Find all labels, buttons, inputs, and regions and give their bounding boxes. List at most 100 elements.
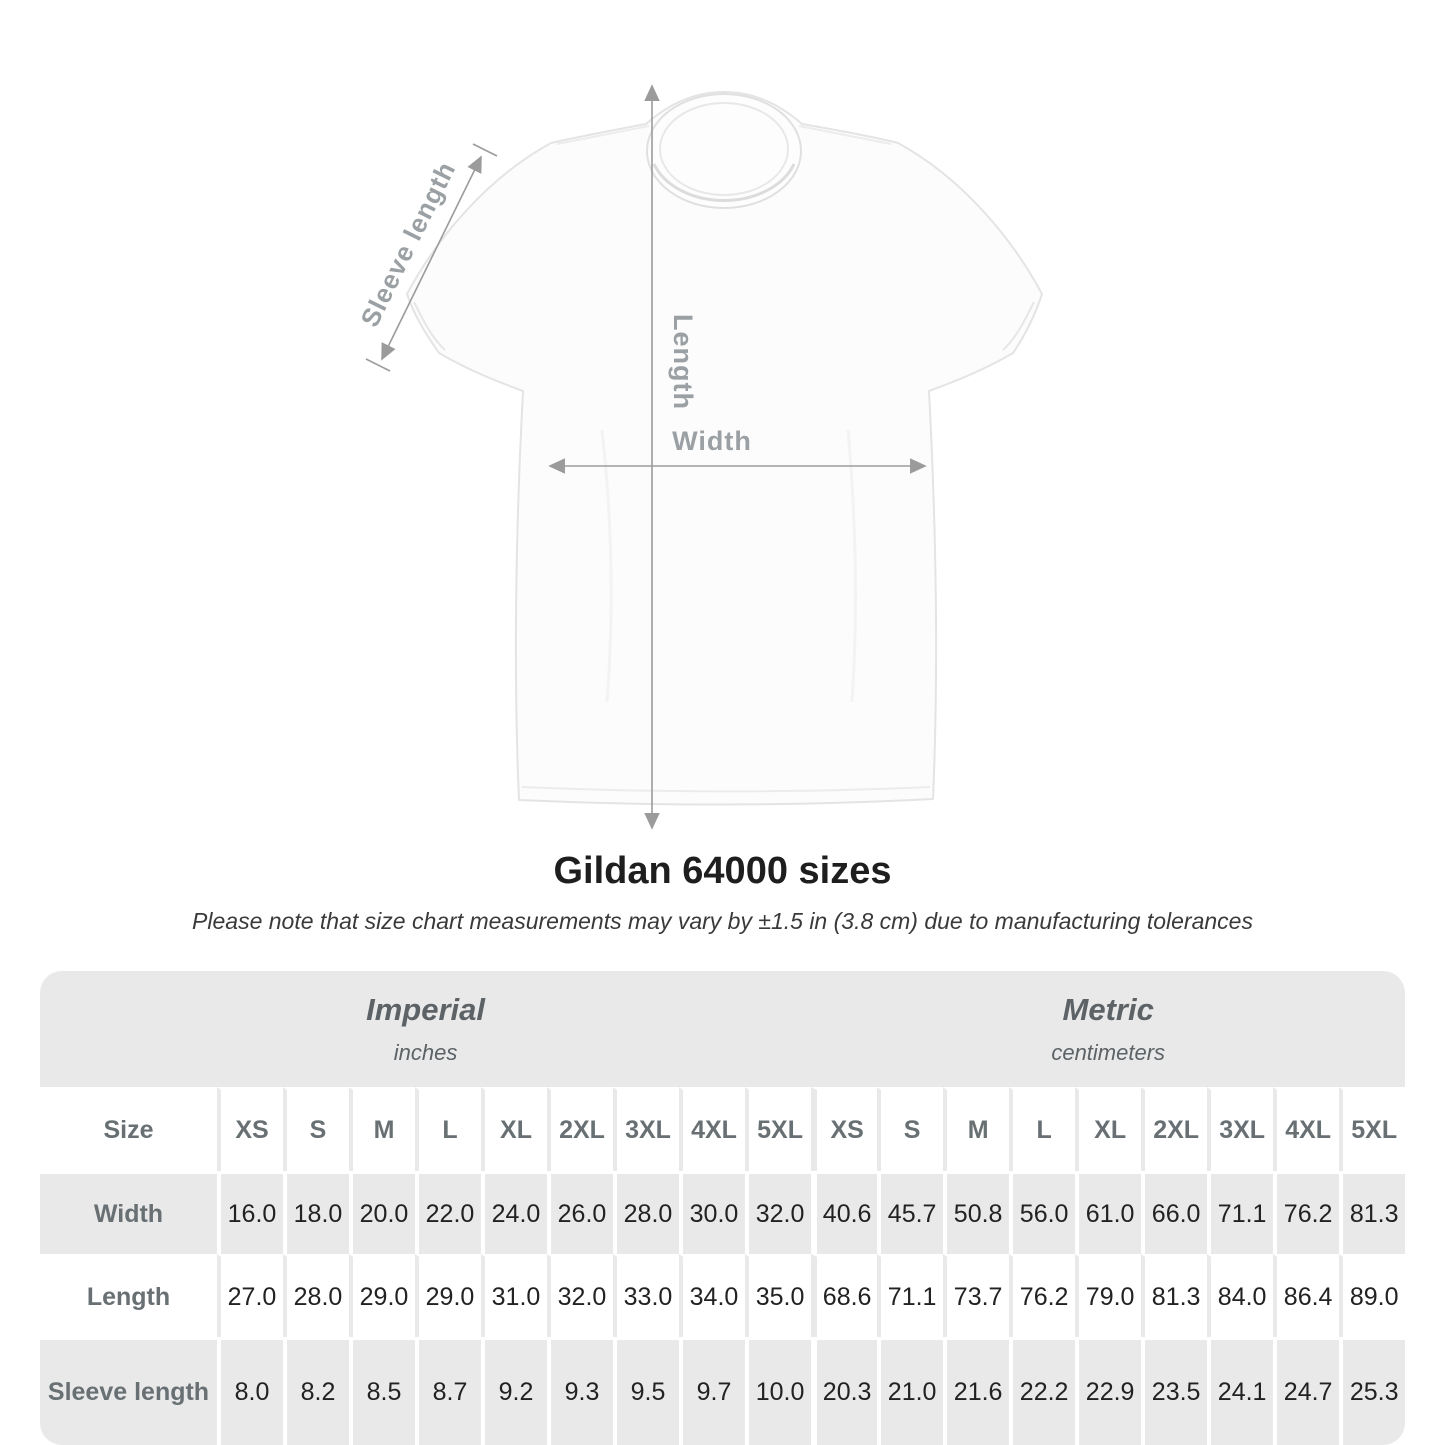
table-cell: 24.7 [1273,1337,1340,1445]
table-cell: 18.0 [283,1171,349,1254]
table-cell: 8.0 [217,1337,283,1445]
size-header-metric-s: S [877,1087,944,1171]
table-cell: 21.0 [877,1337,944,1445]
table-cell: 28.0 [283,1254,349,1337]
table-cell: 40.6 [811,1171,878,1254]
size-header-metric-5xl: 5XL [1339,1087,1406,1171]
table-cell: 81.3 [1141,1254,1208,1337]
table-cell: 32.0 [745,1171,812,1254]
table-cell: 35.0 [745,1254,812,1337]
table-cell: 26.0 [547,1171,613,1254]
table-cell: 28.0 [613,1171,679,1254]
table-cell: 66.0 [1141,1171,1208,1254]
table-cell: 16.0 [217,1171,283,1254]
sleeve-hem-right [1002,301,1035,351]
table-cell: 20.0 [349,1171,415,1254]
table-cell: 25.3 [1339,1337,1406,1445]
tshirt-diagram-svg: Width Length Sleeve length [354,84,1043,830]
table-cell: 31.0 [481,1254,547,1337]
table-cell: 76.2 [1009,1254,1076,1337]
bottom-hem [521,786,931,793]
table-cell: 8.2 [283,1337,349,1445]
table-cell: 56.0 [1009,1171,1076,1254]
table-cell: 10.0 [745,1337,812,1445]
size-header-imperial-3xl: 3XL [613,1087,679,1171]
table-cell: 9.2 [481,1337,547,1445]
sleeve-arrow [381,155,482,361]
measurement-arrows [365,84,927,830]
table-cell: 71.1 [1207,1171,1274,1254]
table-cell: 29.0 [349,1254,415,1337]
width-row: Width 16.0 18.0 20.0 22.0 24.0 26.0 28.0… [40,1171,1406,1254]
table-cell: 68.6 [811,1254,878,1337]
metric-unit-label: centimeters [1051,1040,1166,1065]
size-header-imperial-4xl: 4XL [679,1087,745,1171]
table-cell: 9.3 [547,1337,613,1445]
length-row: Length 27.0 28.0 29.0 29.0 31.0 32.0 33.… [40,1254,1406,1337]
sleeve-length-row: Sleeve length 8.0 8.2 8.5 8.7 9.2 9.3 9.… [40,1337,1406,1445]
size-column-header: Size [40,1087,217,1171]
table-cell: 73.7 [943,1254,1010,1337]
size-header-imperial-xs: XS [217,1087,283,1171]
table-cell: 86.4 [1273,1254,1340,1337]
size-header-imperial-xl: XL [481,1087,547,1171]
size-header-imperial-2xl: 2XL [547,1087,613,1171]
imperial-unit-label: inches [393,1040,458,1065]
table-cell: 81.3 [1339,1171,1406,1254]
size-header-metric-4xl: 4XL [1273,1087,1340,1171]
table-cell: 29.0 [415,1254,481,1337]
imperial-group-header: Imperial inches [40,971,812,1087]
sleeve-arrow-cap-bottom [365,358,391,372]
shoulder-seam-left [556,125,650,145]
table-cell: 32.0 [547,1254,613,1337]
table-cell: 8.7 [415,1337,481,1445]
sleeve-arrow-cap-top [472,143,498,157]
tshirt-image [406,91,1043,806]
table-cell: 89.0 [1339,1254,1406,1337]
table-cell: 9.7 [679,1337,745,1445]
sleeve-length-row-label: Sleeve length [40,1337,217,1445]
width-label: Width [672,426,752,456]
table-cell: 34.0 [679,1254,745,1337]
size-chart-table: Imperial inches Metric centimeters Size … [40,971,1406,1445]
length-label: Length [668,314,698,410]
table-cell: 20.3 [811,1337,878,1445]
metric-group-header: Metric centimeters [811,971,1406,1087]
size-header-imperial-l: L [415,1087,481,1171]
table-cell: 8.5 [349,1337,415,1445]
table-cell: 22.2 [1009,1337,1076,1445]
length-row-label: Length [40,1254,217,1337]
size-header-metric-xl: XL [1075,1087,1142,1171]
collar-shadow [652,163,796,202]
table-cell: 21.6 [943,1337,1010,1445]
size-header-metric-l: L [1009,1087,1076,1171]
table-cell: 27.0 [217,1254,283,1337]
size-header-imperial-5xl: 5XL [745,1087,812,1171]
table-cell: 22.0 [415,1171,481,1254]
metric-label: Metric [1062,992,1154,1027]
size-header-metric-3xl: 3XL [1207,1087,1274,1171]
unit-group-row: Imperial inches Metric centimeters [40,971,1406,1087]
table-cell: 45.7 [877,1171,944,1254]
width-row-label: Width [40,1171,217,1254]
table-cell: 30.0 [679,1171,745,1254]
table-cell: 33.0 [613,1254,679,1337]
size-header-metric-2xl: 2XL [1141,1087,1208,1171]
table-cell: 79.0 [1075,1254,1142,1337]
size-header-imperial-s: S [283,1087,349,1171]
collar-inner [659,102,789,196]
table-cell: 9.5 [613,1337,679,1445]
size-header-row: Size XS S M L XL 2XL 3XL 4XL 5XL XS S M … [40,1087,1406,1171]
table-cell: 22.9 [1075,1337,1142,1445]
size-header-imperial-m: M [349,1087,415,1171]
table-cell: 24.1 [1207,1337,1274,1445]
collar-outer [646,93,802,209]
table-cell: 76.2 [1273,1171,1340,1254]
shoulder-seam-right [798,125,892,145]
table-cell: 23.5 [1141,1337,1208,1445]
tshirt-measurement-diagram: Width Length Sleeve length [354,84,1043,830]
size-header-metric-m: M [943,1087,1010,1171]
table-cell: 84.0 [1207,1254,1274,1337]
table-cell: 71.1 [877,1254,944,1337]
table-cell: 50.8 [943,1171,1010,1254]
